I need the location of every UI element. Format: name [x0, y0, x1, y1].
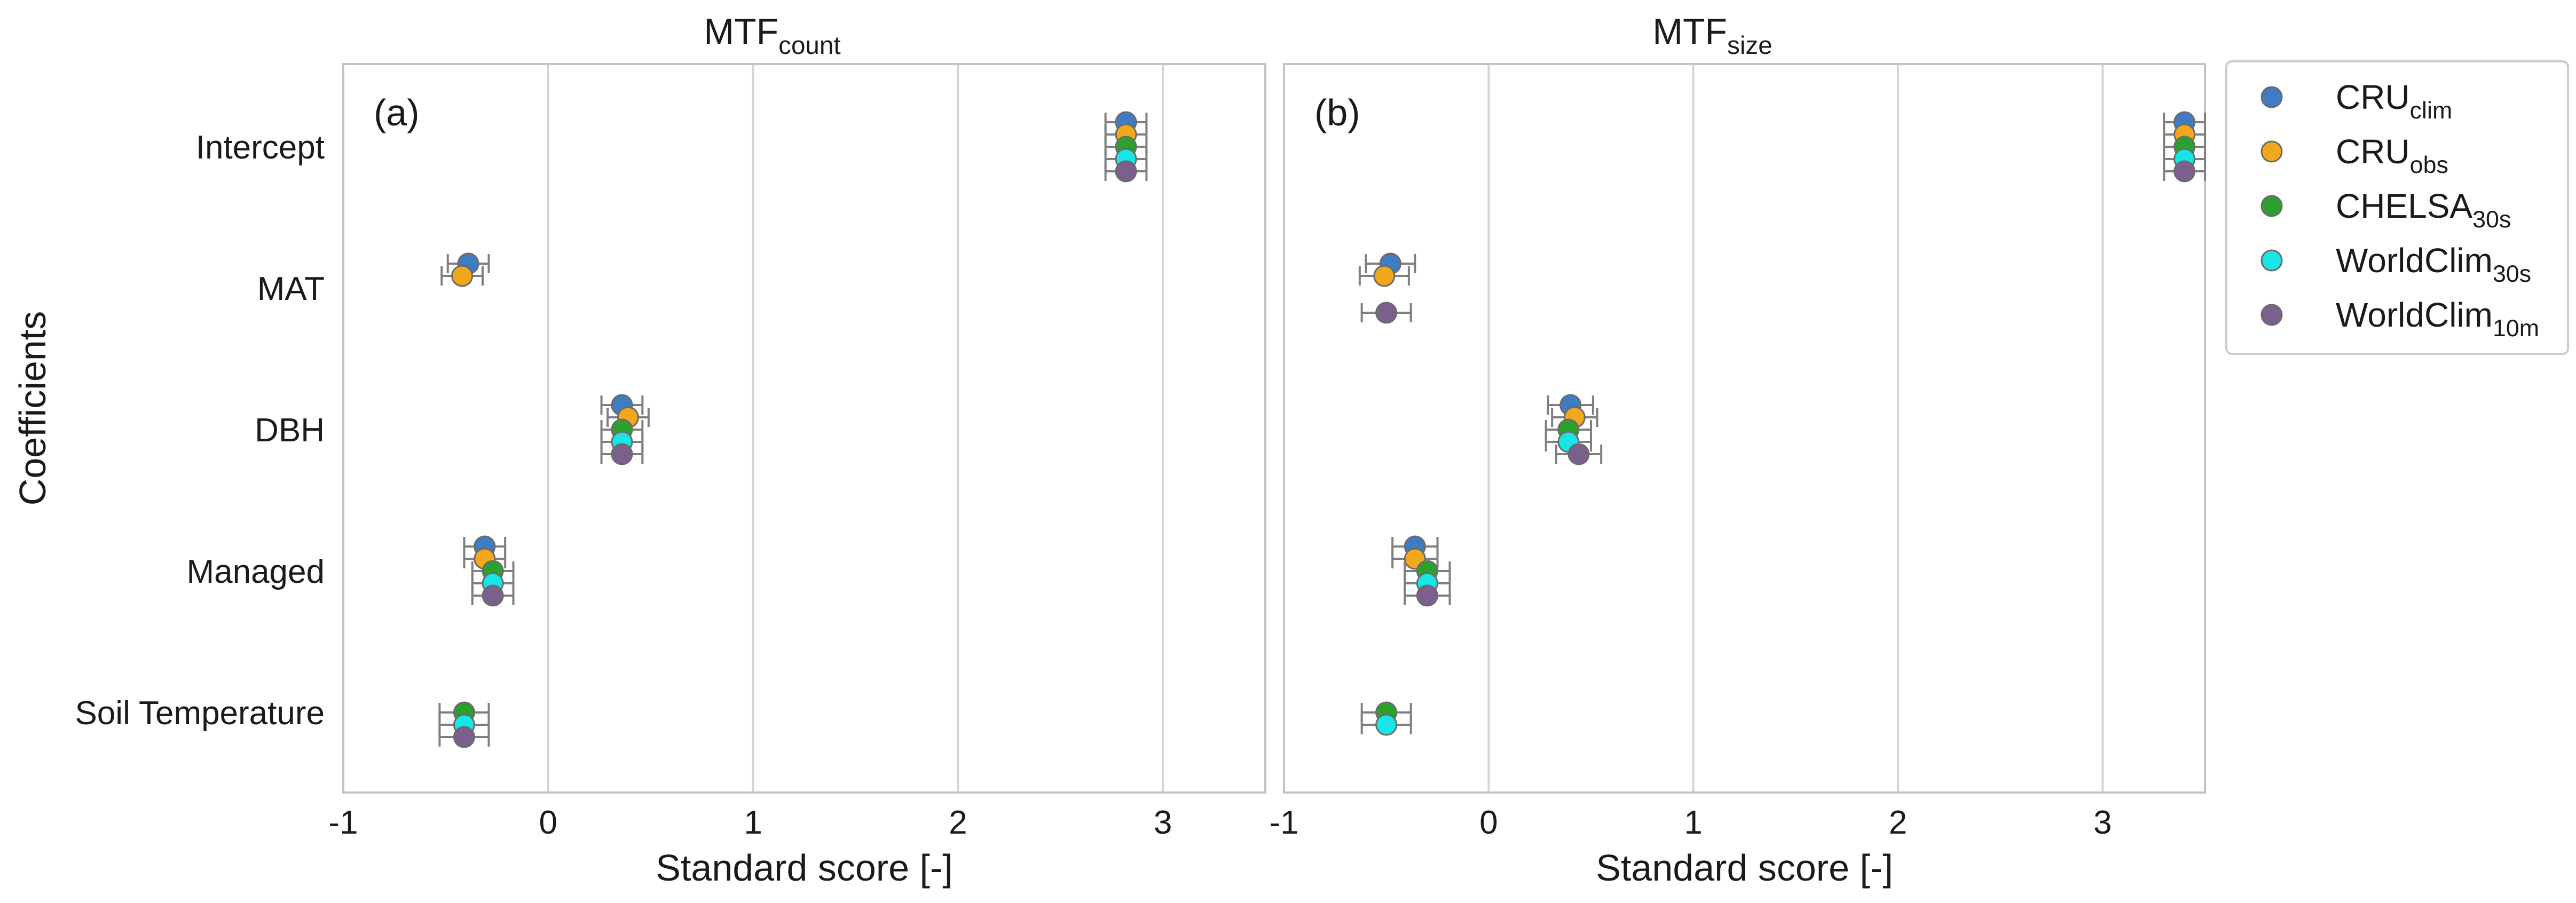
data-point — [612, 444, 632, 464]
panel-count: -1 0 1 2 3 Standard score [-] MTFcount (a) Inter… — [75, 11, 1265, 889]
legend-marker — [2262, 141, 2282, 162]
panel-title: MTFsize — [1652, 11, 1772, 60]
panel-label: (b) — [1314, 92, 1360, 133]
panel-label: (a) — [374, 92, 420, 133]
y-tick-label: Intercept — [196, 129, 325, 166]
x-tick-label: 3 — [2093, 804, 2112, 841]
data-point — [1569, 444, 1589, 464]
x-axis-label: Standard score [-] — [1596, 847, 1893, 889]
data-point — [1376, 715, 1397, 735]
panel-size: -1 0 1 2 3 Standard score [-] MTFsize (b) — [1269, 11, 2205, 889]
x-axis-label: Standard score [-] — [656, 847, 952, 889]
y-tick-label: Managed — [186, 553, 325, 590]
y-tick-label: MAT — [257, 271, 325, 307]
panels: -1 0 1 2 3 Standard score [-] MTFcount (a) Inter… — [75, 11, 2205, 889]
x-tick-label: 2 — [949, 804, 967, 841]
legend-marker — [2262, 305, 2282, 325]
data-point — [2175, 161, 2195, 181]
x-tick-label: 1 — [1684, 804, 1702, 841]
x-tick-label: -1 — [328, 804, 358, 841]
x-tick-label: 1 — [744, 804, 762, 841]
data-point — [1116, 161, 1136, 181]
y-axis-label: Coefficients — [12, 311, 53, 505]
legend-marker — [2262, 196, 2282, 216]
y-tick-label: DBH — [255, 412, 325, 449]
data-point — [483, 585, 503, 606]
x-tick-label: 0 — [1479, 804, 1498, 841]
y-tick-label: Soil Temperature — [75, 695, 325, 732]
x-tick-label: 0 — [539, 804, 557, 841]
data-point — [1374, 266, 1395, 286]
panel-title: MTFcount — [704, 11, 840, 60]
data-point — [1376, 303, 1397, 323]
data-point — [454, 727, 474, 747]
x-tick-label: -1 — [1269, 804, 1298, 841]
x-tick-label: 2 — [1889, 804, 1907, 841]
x-tick-label: 3 — [1154, 804, 1172, 841]
plot-frame — [1284, 64, 2205, 793]
legend: CRUclimCRUobsCHELSA30sWorldClim30sWorldC… — [2226, 61, 2568, 354]
data-point — [452, 266, 472, 286]
legend-marker — [2262, 250, 2282, 271]
data-point — [1417, 585, 1437, 606]
legend-marker — [2262, 87, 2282, 107]
